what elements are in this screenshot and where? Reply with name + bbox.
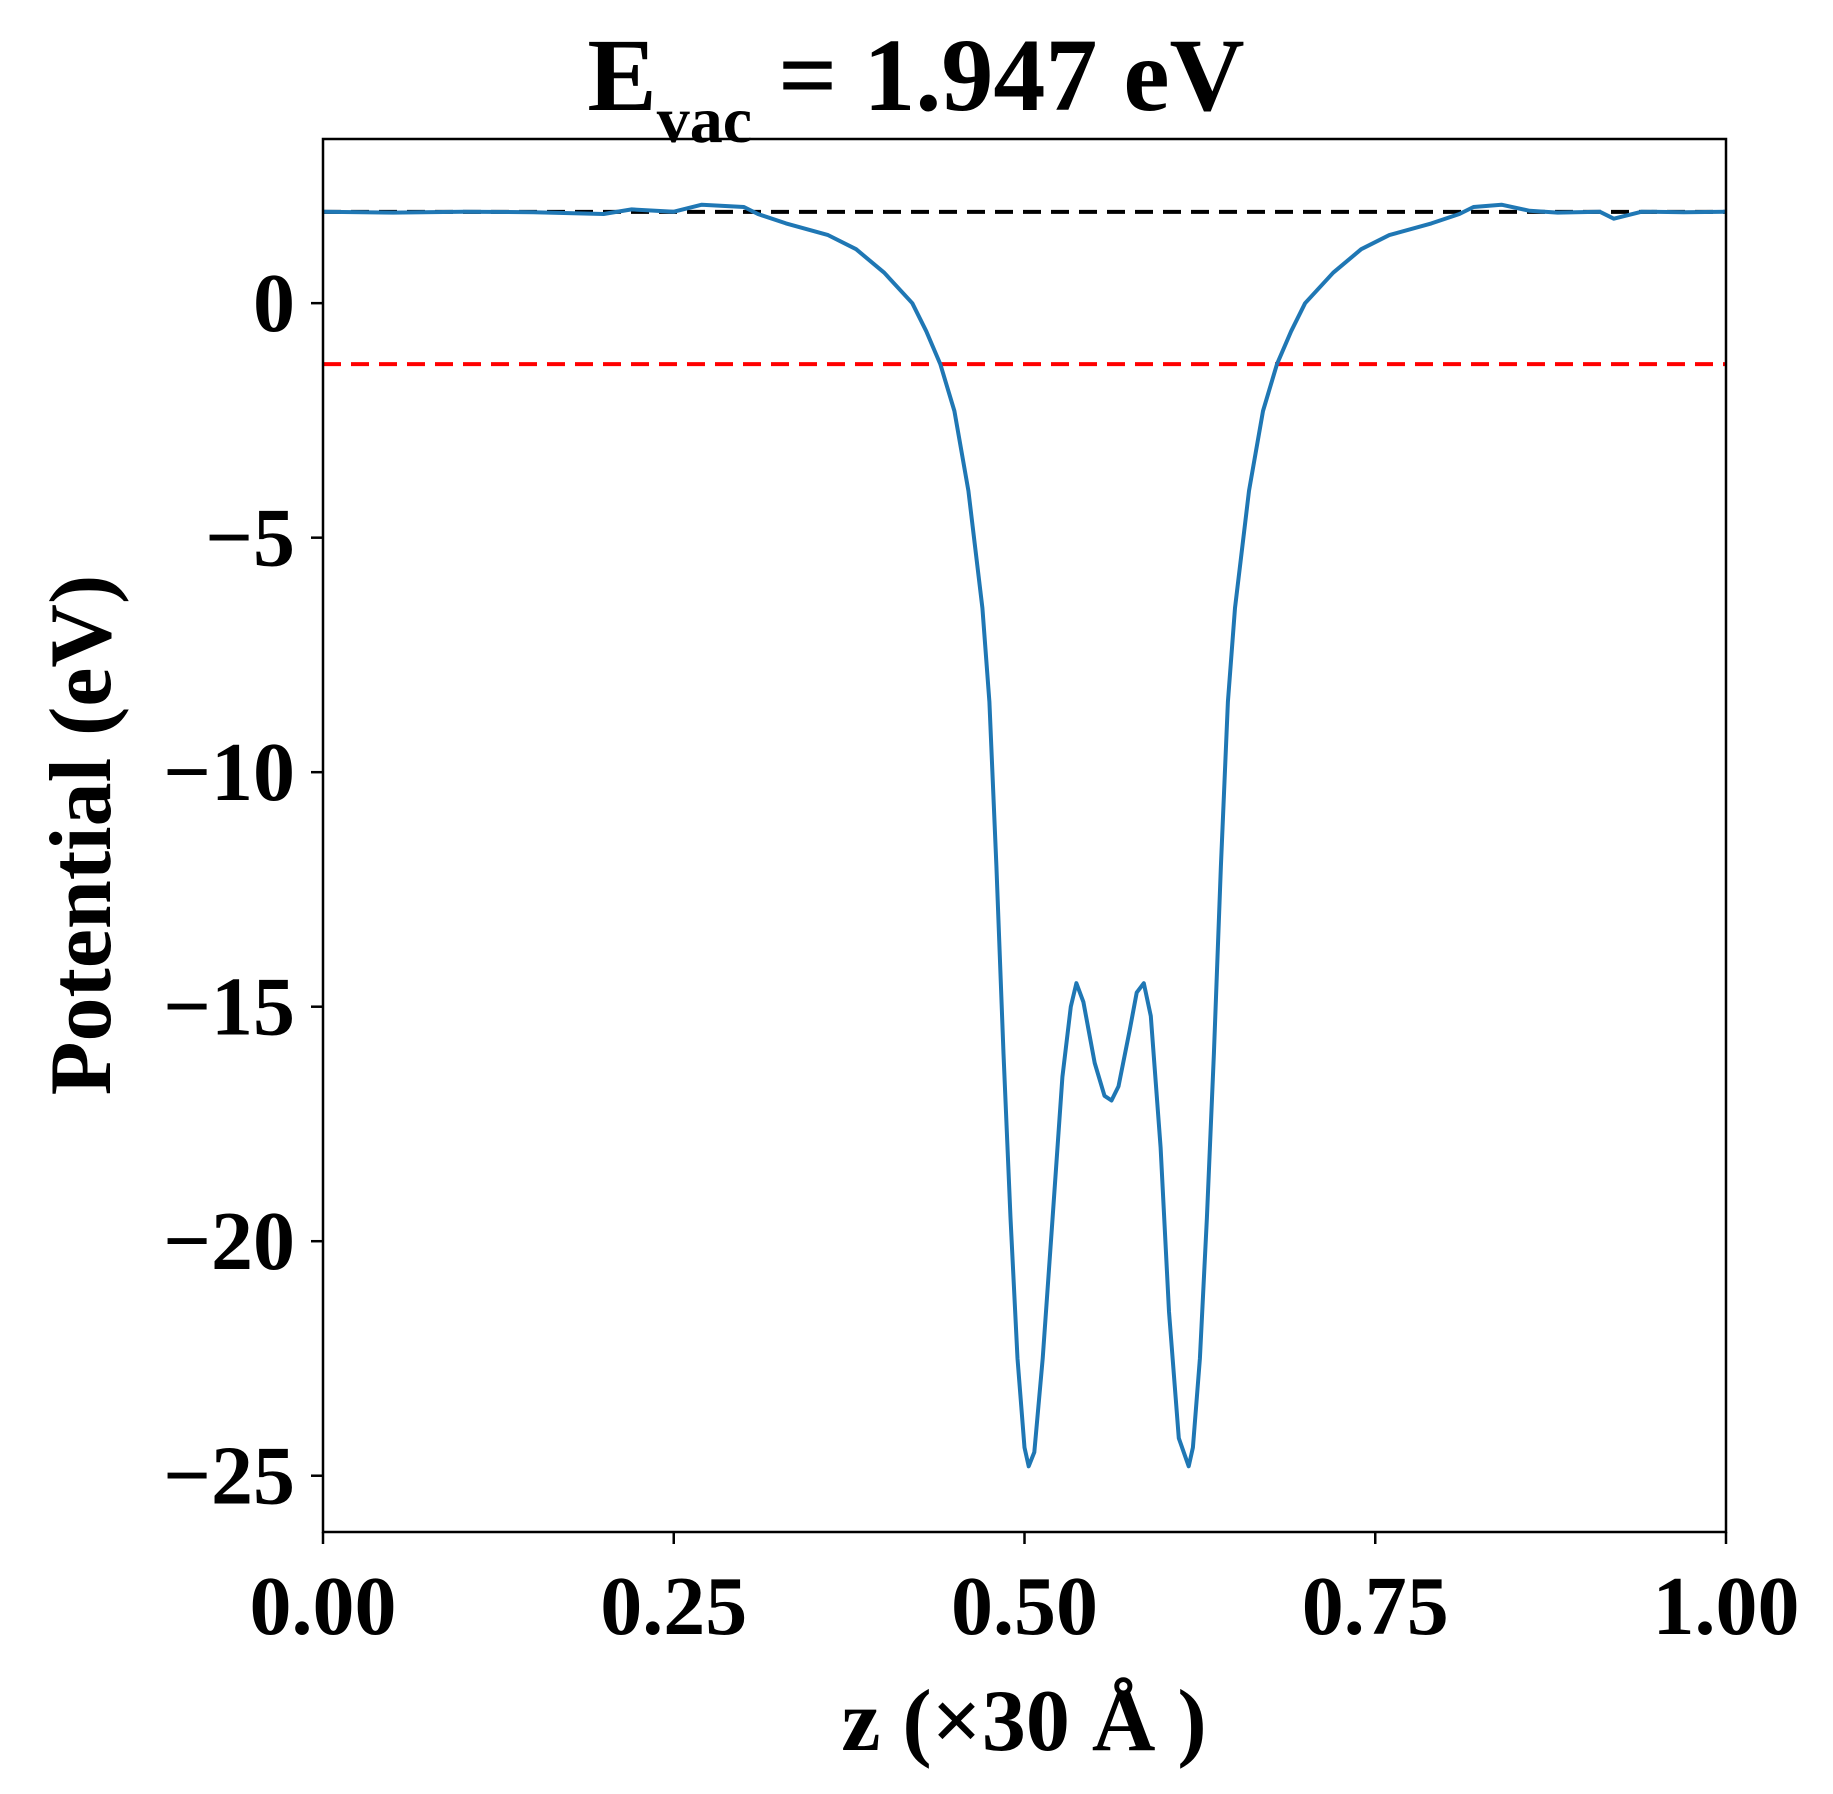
y-axis-label: Potential (eV) (33, 575, 130, 1095)
chart-title-main: E (587, 18, 656, 133)
x-tick-label: 1.00 (1653, 1560, 1800, 1653)
y-tick-label: −20 (163, 1195, 295, 1288)
plot-frame (321, 137, 1728, 1534)
reference-lines (323, 209, 1726, 367)
chart-title: Evac = 1.947 eV (587, 18, 1244, 157)
x-tick-label: 0.50 (951, 1560, 1098, 1653)
y-tick-label: −25 (163, 1430, 295, 1523)
series-line-0 (322, 202, 1727, 1469)
x-axis-label: z (×30 Å ) (841, 1673, 1206, 1770)
series-layer (322, 202, 1727, 1469)
y-axis: 0 −5 −10 −15 −20 −25 (163, 257, 323, 1523)
chart-title-subscript: vac (657, 84, 752, 157)
x-tick-label: 0.75 (1302, 1560, 1449, 1653)
plot-area (321, 137, 1728, 1534)
y-tick-label: −5 (205, 492, 295, 585)
y-tick-label: −15 (163, 961, 295, 1054)
x-tick-label: 0.00 (250, 1560, 397, 1653)
x-axis: 0.00 0.25 0.50 0.75 1.00 (250, 1532, 1800, 1653)
y-tick-label: −10 (163, 726, 295, 819)
y-tick-label: 0 (253, 257, 295, 350)
chart-title-suffix: = 1.947 eV (752, 18, 1245, 133)
x-tick-label: 0.25 (600, 1560, 747, 1653)
